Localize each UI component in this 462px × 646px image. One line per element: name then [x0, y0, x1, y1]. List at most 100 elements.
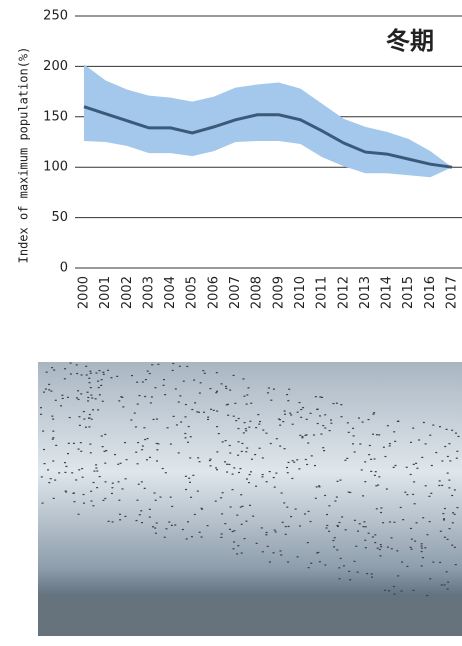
bird: [453, 489, 456, 491]
bird: [353, 560, 356, 562]
bird: [275, 472, 278, 474]
bird: [378, 434, 381, 436]
y-axis-label: Index of maximum population(%): [17, 47, 31, 264]
bird: [97, 409, 100, 411]
bird: [323, 450, 326, 452]
bird: [370, 573, 373, 575]
bird: [191, 408, 194, 411]
bird: [237, 441, 240, 443]
bird: [186, 365, 189, 368]
bird: [375, 508, 378, 510]
bird: [394, 440, 397, 442]
bird: [291, 423, 294, 425]
bird: [148, 508, 151, 510]
bird: [151, 364, 154, 366]
bird: [416, 467, 419, 469]
bird: [340, 416, 343, 418]
bird: [443, 518, 446, 520]
bird: [249, 504, 252, 506]
bird: [456, 450, 459, 452]
bird: [266, 392, 269, 394]
bird: [368, 444, 371, 447]
bird: [428, 521, 431, 523]
bird: [334, 500, 337, 502]
bird: [190, 536, 193, 538]
bird: [429, 578, 432, 580]
bird: [42, 448, 45, 451]
bird: [88, 417, 91, 419]
bird: [146, 370, 149, 372]
bird: [273, 529, 276, 531]
bird: [194, 402, 197, 404]
bird: [64, 490, 67, 492]
bird: [443, 507, 446, 510]
bird: [140, 510, 143, 512]
bird: [241, 442, 244, 445]
bird: [357, 530, 360, 532]
bird: [451, 429, 454, 431]
bird: [338, 567, 341, 569]
bird: [342, 565, 345, 567]
bird: [442, 512, 445, 515]
bird: [272, 552, 275, 554]
bird: [144, 395, 147, 398]
x-tick-label: 2008: [250, 276, 265, 309]
bird: [335, 496, 338, 498]
bird: [154, 532, 157, 534]
x-tick-label: 2015: [401, 276, 416, 309]
bird: [212, 409, 215, 411]
bird: [344, 529, 347, 531]
bird: [306, 463, 309, 466]
bird: [91, 397, 94, 399]
bird: [358, 523, 361, 525]
bird: [48, 389, 51, 391]
bird: [326, 524, 329, 527]
bird: [445, 428, 448, 430]
bird: [75, 397, 78, 399]
bird: [124, 515, 127, 518]
bird: [64, 462, 67, 464]
bird: [361, 421, 364, 423]
bird: [265, 531, 268, 534]
bird: [359, 443, 362, 445]
bird: [154, 387, 157, 389]
bird: [287, 525, 290, 528]
bird: [321, 396, 324, 398]
bird: [260, 527, 263, 529]
bird: [438, 426, 441, 428]
x-tick-label: 2017: [445, 276, 460, 309]
bird: [69, 362, 72, 364]
bird: [261, 476, 264, 478]
bird: [405, 466, 408, 468]
bird: [53, 369, 56, 371]
bird: [66, 396, 69, 398]
bird: [332, 539, 335, 542]
bird: [216, 426, 219, 428]
bird: [228, 528, 231, 530]
bird: [452, 512, 455, 514]
bird: [420, 547, 423, 549]
bird: [83, 418, 86, 420]
bird: [370, 458, 373, 460]
bird: [306, 542, 309, 544]
bird: [89, 452, 92, 454]
bird: [90, 394, 93, 396]
bird: [225, 387, 228, 390]
bird: [64, 471, 67, 474]
bird: [249, 420, 252, 422]
bird: [396, 420, 399, 423]
bird: [355, 545, 358, 547]
bird: [125, 459, 128, 461]
bird: [181, 528, 184, 531]
bird: [269, 442, 272, 445]
bird: [187, 425, 190, 428]
bird: [225, 404, 228, 406]
bird: [314, 497, 317, 499]
bird: [95, 464, 98, 466]
bird: [220, 383, 223, 385]
bird: [319, 396, 322, 398]
bird: [257, 413, 260, 416]
bird: [157, 443, 160, 445]
bird: [307, 510, 310, 512]
bird: [273, 486, 276, 488]
